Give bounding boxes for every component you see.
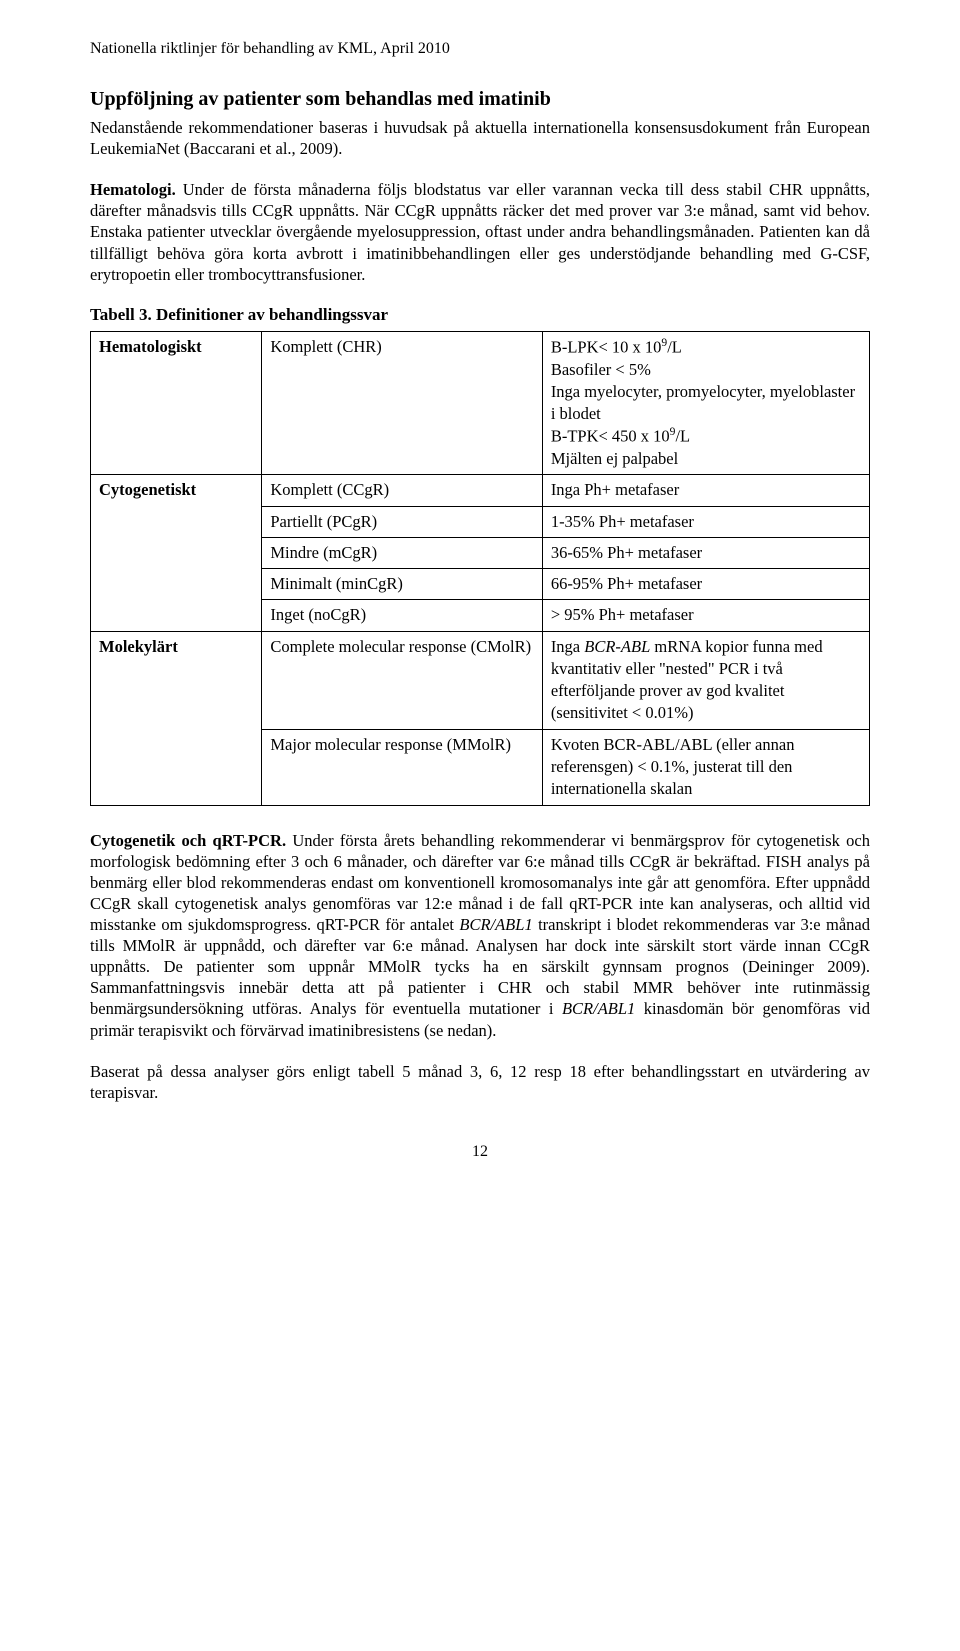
- cell-criteria: > 95% Ph+ metafaser: [542, 600, 869, 631]
- document-header: Nationella riktlinjer för behandling av …: [90, 40, 870, 58]
- cell-category: Molekylärt: [91, 631, 262, 805]
- cell-response: Komplett (CCgR): [262, 475, 542, 506]
- text: Inga myelocyter, promyelocyter, myelobla…: [551, 382, 855, 423]
- cell-response: Komplett (CHR): [262, 331, 542, 475]
- cell-response: Minimalt (minCgR): [262, 569, 542, 600]
- text: Mjälten ej palpabel: [551, 449, 678, 468]
- cytogenetik-paragraph: Cytogenetik och qRT-PCR. Under första år…: [90, 830, 870, 1041]
- table-row: Hematologiskt Komplett (CHR) B-LPK< 10 x…: [91, 331, 870, 475]
- text-italic: BCR/ABL1: [562, 999, 635, 1018]
- cell-category: Cytogenetiskt: [91, 475, 262, 631]
- table-title: Tabell 3. Definitioner av behandlingssva…: [90, 305, 870, 325]
- cell-criteria: 66-95% Ph+ metafaser: [542, 569, 869, 600]
- page-container: Nationella riktlinjer för behandling av …: [0, 0, 960, 1201]
- summary-paragraph: Baserat på dessa analyser görs enligt ta…: [90, 1061, 870, 1103]
- text: Basofiler < 5%: [551, 360, 651, 379]
- text: /L: [667, 337, 682, 356]
- hematologi-label: Hematologi.: [90, 180, 176, 199]
- cell-criteria: B-LPK< 10 x 109/L Basofiler < 5% Inga my…: [542, 331, 869, 475]
- section-heading: Uppföljning av patienter som behandlas m…: [90, 88, 870, 111]
- text: Inga: [551, 637, 584, 656]
- table-row: Molekylärt Complete molecular response (…: [91, 631, 870, 729]
- cell-category: Hematologiskt: [91, 331, 262, 475]
- table-row: Cytogenetiskt Komplett (CCgR) Inga Ph+ m…: [91, 475, 870, 506]
- cell-response: Inget (noCgR): [262, 600, 542, 631]
- hematologi-text: Under de första månaderna följs blodstat…: [90, 180, 870, 283]
- text-italic: BCR/ABL1: [459, 915, 532, 934]
- cell-criteria: 1-35% Ph+ metafaser: [542, 506, 869, 537]
- cell-response: Partiellt (PCgR): [262, 506, 542, 537]
- intro-paragraph: Nedanstående rekommendationer baseras i …: [90, 117, 870, 159]
- cell-criteria: Inga Ph+ metafaser: [542, 475, 869, 506]
- page-number: 12: [90, 1143, 870, 1161]
- cell-criteria: 36-65% Ph+ metafaser: [542, 537, 869, 568]
- cell-response: Complete molecular response (CMolR): [262, 631, 542, 729]
- cell-response: Mindre (mCgR): [262, 537, 542, 568]
- cytogenetik-label: Cytogenetik och qRT-PCR.: [90, 831, 286, 850]
- text-italic: BCR-ABL: [584, 637, 650, 656]
- cell-criteria: Kvoten BCR-ABL/ABL (eller annan referens…: [542, 729, 869, 805]
- text: /L: [675, 427, 690, 446]
- text: B-TPK< 450 x 10: [551, 427, 670, 446]
- hematologi-paragraph: Hematologi. Under de första månaderna fö…: [90, 179, 870, 285]
- definitions-table: Hematologiskt Komplett (CHR) B-LPK< 10 x…: [90, 331, 870, 806]
- cell-response: Major molecular response (MMolR): [262, 729, 542, 805]
- cell-criteria: Inga BCR-ABL mRNA kopior funna med kvant…: [542, 631, 869, 729]
- text: B-LPK< 10 x 10: [551, 337, 662, 356]
